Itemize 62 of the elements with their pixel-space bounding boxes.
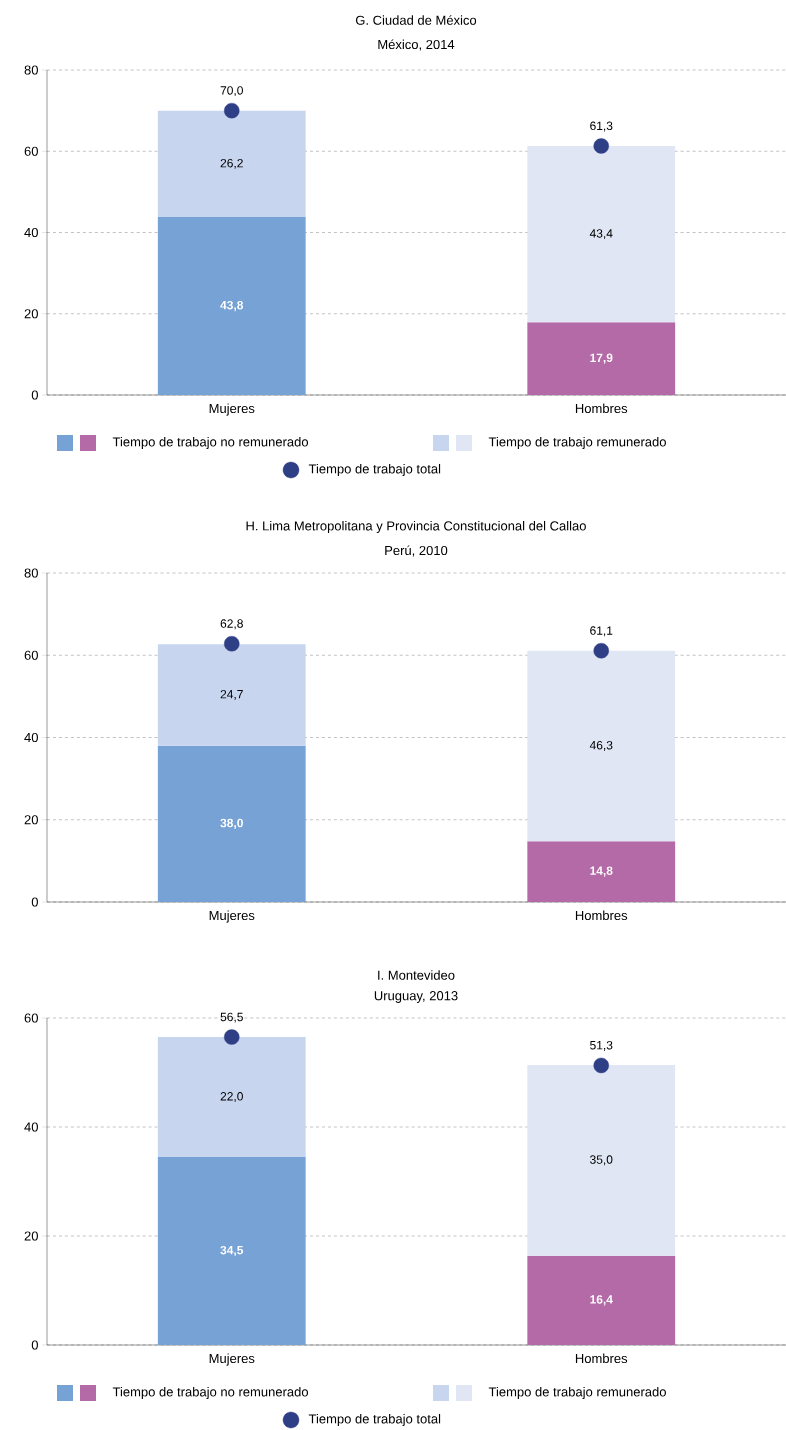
data-label: 43,8 bbox=[220, 300, 243, 312]
data-label: 38,0 bbox=[220, 818, 243, 829]
y-tick-label: 60 bbox=[24, 650, 38, 660]
bar bbox=[527, 650, 676, 842]
x-tick-label: Hombres bbox=[575, 910, 628, 921]
data-label: 34,5 bbox=[220, 1245, 243, 1257]
bar bbox=[527, 1064, 676, 1256]
bar bbox=[157, 1037, 306, 1157]
data-label: 70,0 bbox=[220, 86, 243, 97]
y-tick-label: 0 bbox=[31, 1340, 38, 1350]
bar bbox=[157, 217, 306, 395]
x-tick-label: Hombres bbox=[575, 403, 628, 414]
y-tick-label: 20 bbox=[24, 309, 38, 319]
data-label: 61,1 bbox=[590, 626, 613, 637]
bar bbox=[527, 1255, 676, 1346]
y-tick-label: 80 bbox=[24, 568, 38, 578]
bar bbox=[527, 145, 676, 323]
chart-subtitle: México, 2014 bbox=[378, 39, 455, 51]
data-label: 35,0 bbox=[589, 1155, 613, 1166]
legend-label: Tiempo de trabajo total bbox=[308, 1413, 441, 1427]
data-label: 56,5 bbox=[220, 1012, 243, 1023]
data-label: 22,0 bbox=[220, 1092, 243, 1102]
y-tick-label: 0 bbox=[31, 390, 38, 400]
y-tick-label: 20 bbox=[24, 1231, 38, 1241]
data-label: 17,9 bbox=[590, 353, 613, 364]
legend-label: Tiempo de trabajo no remunerado bbox=[112, 436, 308, 450]
x-tick-label: Hombres bbox=[575, 1353, 628, 1364]
bar bbox=[157, 1156, 306, 1346]
chart-title: I. Montevideo bbox=[378, 970, 455, 980]
data-label: 14,8 bbox=[590, 866, 613, 877]
legend-label: Tiempo de trabajo remunerado bbox=[488, 436, 666, 450]
data-label: 26,2 bbox=[220, 158, 243, 169]
data-label: 43,4 bbox=[589, 229, 613, 240]
y-tick-label: 40 bbox=[24, 1122, 38, 1132]
x-tick-label: Mujeres bbox=[209, 403, 255, 416]
data-label: 24,7 bbox=[220, 689, 243, 700]
chart-title: H. Lima Metropolitana y Provincia Constitucional del Callao bbox=[246, 520, 586, 534]
data-label: 16,4 bbox=[590, 1295, 613, 1306]
bar bbox=[157, 110, 306, 218]
data-label: 51,3 bbox=[589, 1040, 613, 1051]
bar bbox=[157, 745, 306, 902]
y-tick-label: 40 bbox=[24, 732, 38, 743]
bar bbox=[157, 644, 306, 746]
chart-subtitle: Uruguay, 2013 bbox=[374, 991, 458, 1003]
y-tick-label: 0 bbox=[31, 897, 38, 907]
y-tick-label: 20 bbox=[24, 815, 38, 825]
y-tick-label: 80 bbox=[24, 65, 38, 75]
legend-label: Tiempo de trabajo total bbox=[308, 463, 441, 477]
data-label: 46,3 bbox=[589, 740, 613, 751]
bar bbox=[527, 322, 676, 395]
legend-label: Tiempo de trabajo no remunerado bbox=[112, 1386, 308, 1400]
chart-title: G. Ciudad de México bbox=[355, 15, 477, 25]
legend-label: Tiempo de trabajo remunerado bbox=[488, 1386, 666, 1400]
y-tick-label: 60 bbox=[24, 1013, 38, 1023]
chart-subtitle: Perú, 2010 bbox=[385, 545, 448, 557]
data-label: 61,3 bbox=[590, 121, 613, 132]
y-tick-label: 40 bbox=[24, 227, 38, 238]
y-tick-label: 60 bbox=[24, 146, 38, 156]
bar bbox=[527, 841, 676, 902]
x-tick-label: Mujeres bbox=[209, 1353, 255, 1366]
data-label: 62,8 bbox=[220, 619, 243, 630]
x-tick-label: Mujeres bbox=[209, 910, 255, 923]
